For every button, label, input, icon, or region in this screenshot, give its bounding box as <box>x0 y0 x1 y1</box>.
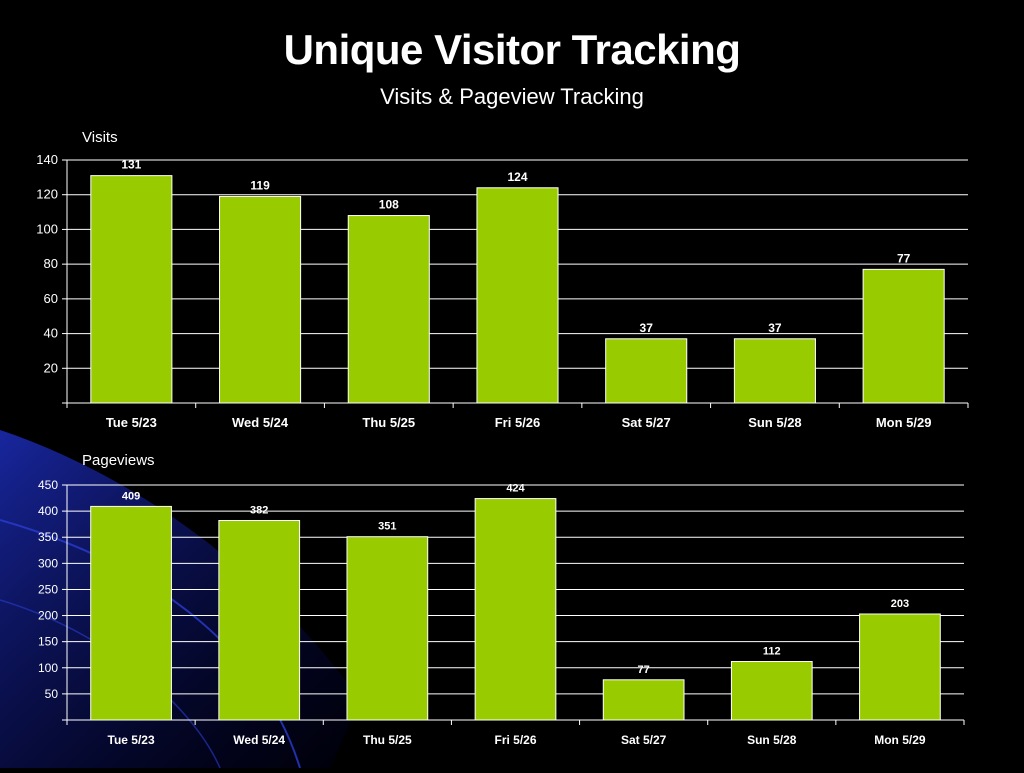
visits-bar <box>219 195 302 404</box>
page-title: Unique Visitor Tracking <box>283 26 741 73</box>
visits-bar <box>90 175 173 404</box>
visits-ytick-label: 40 <box>44 326 58 341</box>
pageviews-category-label: Wed 5/24 <box>233 733 285 747</box>
pageviews-bar <box>859 613 941 721</box>
visits-value-label: 131 <box>121 158 141 172</box>
visits-category-label: Tue 5/23 <box>106 415 157 430</box>
pageviews-value-label: 203 <box>891 598 909 610</box>
visits-category-label: Sat 5/27 <box>622 415 671 430</box>
visits-category-label: Thu 5/25 <box>362 415 415 430</box>
pageviews-ytick-label: 50 <box>45 687 59 701</box>
pageviews-bar <box>730 661 813 721</box>
pageviews-value-label: 409 <box>122 490 140 502</box>
pageviews-ytick-label: 100 <box>38 661 58 675</box>
visits-ytick-label: 80 <box>44 256 58 271</box>
visits-category-label: Sun 5/28 <box>748 415 801 430</box>
pageviews-ytick-label: 150 <box>38 635 58 649</box>
visits-bar <box>733 338 816 404</box>
pageviews-chart: Pageviews 50 100 150 200 250 300 350 400 450 409 Tu… <box>0 448 1024 768</box>
pageviews-bar <box>346 536 429 721</box>
visits-ytick-label: 20 <box>44 360 58 375</box>
pageviews-value-label: 382 <box>250 505 268 517</box>
page-subtitle: Visits & Pageview Tracking <box>380 84 644 109</box>
visits-value-label: 124 <box>507 170 527 184</box>
pageviews-bar <box>602 679 685 721</box>
pageviews-ytick-label: 450 <box>38 478 58 492</box>
pageviews-category-label: Fri 5/26 <box>494 733 536 747</box>
visits-bar <box>476 187 559 404</box>
pageviews-category-label: Thu 5/25 <box>363 733 412 747</box>
pageviews-category-label: Mon 5/29 <box>874 733 926 747</box>
pageviews-bar <box>474 498 557 721</box>
pageviews-chart-label: Pageviews <box>82 452 155 469</box>
visits-chart-label: Visits <box>82 129 118 146</box>
pageviews-ytick-label: 250 <box>38 582 58 596</box>
visits-value-label: 77 <box>897 251 911 265</box>
visits-value-label: 37 <box>640 321 654 335</box>
visits-ytick-label: 100 <box>36 221 58 236</box>
pageviews-category-label: Sat 5/27 <box>621 733 667 747</box>
pageviews-ytick-label: 200 <box>38 609 58 623</box>
visits-ytick-label: 140 <box>36 152 58 167</box>
visits-bar <box>862 268 945 404</box>
visits-ytick-label: 120 <box>36 187 58 202</box>
visits-bar <box>605 338 688 404</box>
pageviews-value-label: 77 <box>638 664 650 676</box>
visits-category-label: Wed 5/24 <box>232 415 289 430</box>
pageviews-bar <box>90 505 172 721</box>
visits-ytick-label: 60 <box>44 291 58 306</box>
visits-category-label: Mon 5/29 <box>876 415 932 430</box>
visits-value-label: 37 <box>768 321 782 335</box>
visits-value-label: 119 <box>250 178 270 192</box>
pageviews-value-label: 351 <box>378 521 396 533</box>
pageviews-ytick-label: 400 <box>38 504 58 518</box>
pageviews-category-label: Sun 5/28 <box>747 733 797 747</box>
visits-category-label: Fri 5/26 <box>495 415 541 430</box>
pageviews-ytick-label: 350 <box>38 530 58 544</box>
pageviews-value-label: 424 <box>506 483 525 495</box>
pageviews-category-label: Tue 5/23 <box>108 733 155 747</box>
visits-chart: Visits 20 40 60 80 100 120 140 131 Tue 5/23 119 Wed… <box>0 125 1024 445</box>
pageviews-chart-svg: Pageviews 50 100 150 200 250 300 350 400 450 409 Tu… <box>38 452 965 747</box>
visits-bar <box>347 215 430 404</box>
visits-chart-svg: Visits 20 40 60 80 100 120 140 131 Tue 5/23 119 Wed… <box>36 129 969 430</box>
pageviews-bar <box>218 520 301 721</box>
visits-value-label: 108 <box>379 198 399 212</box>
pageviews-ytick-label: 300 <box>38 556 58 570</box>
pageviews-value-label: 112 <box>763 646 781 658</box>
